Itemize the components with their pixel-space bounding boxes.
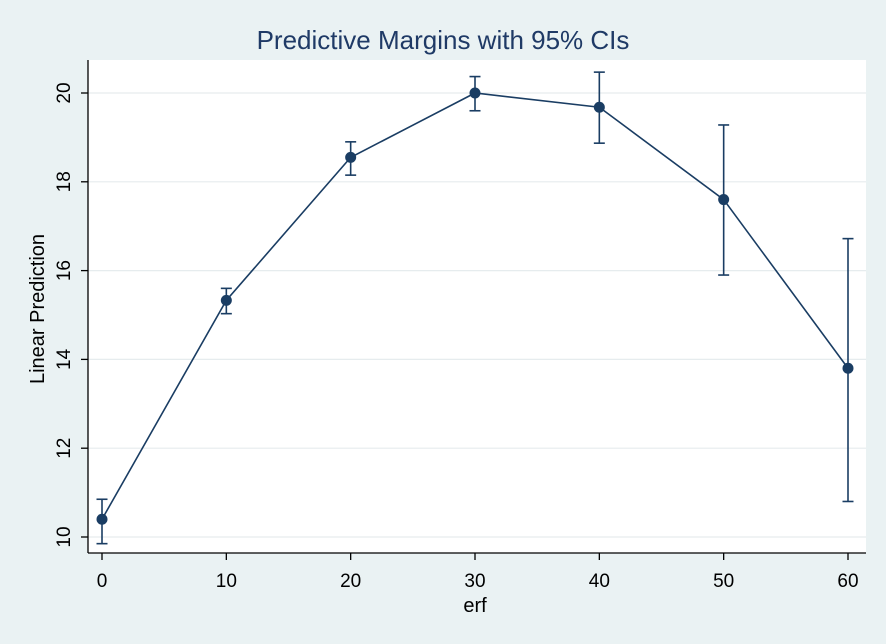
x-tick-label-60: 60	[837, 571, 858, 592]
data-point-20	[345, 151, 357, 163]
data-point-30	[469, 87, 481, 99]
x-tick-label-40: 40	[589, 571, 610, 592]
ticks: 10 12 14 16 18 20 0 10 20 30 40 50 60	[54, 82, 859, 592]
axes	[87, 60, 866, 554]
data-point-10	[220, 294, 232, 306]
x-tick-label-0: 0	[97, 571, 108, 592]
y-tick-label-18: 18	[54, 171, 75, 192]
x-tick-label-10: 10	[216, 571, 237, 592]
x-tick-label-20: 20	[340, 571, 361, 592]
y-axis-label: Linear Prediction	[27, 234, 49, 384]
series-group	[96, 71, 854, 545]
data-point-40	[593, 101, 605, 113]
y-tick-label-16: 16	[54, 260, 75, 281]
data-point-0	[96, 513, 108, 525]
y-tick-label-20: 20	[54, 82, 75, 103]
y-tick-label-12: 12	[54, 438, 75, 459]
data-point-60	[842, 362, 854, 374]
x-tick-label-50: 50	[713, 571, 734, 592]
chart-title: Predictive Margins with 95% CIs	[257, 25, 630, 55]
x-tick-label-30: 30	[464, 571, 485, 592]
y-tick-label-14: 14	[54, 348, 75, 370]
x-axis-label: erf	[463, 595, 487, 617]
plot-area	[88, 60, 866, 553]
y-tick-label-10: 10	[54, 526, 75, 547]
data-point-50	[718, 194, 730, 206]
